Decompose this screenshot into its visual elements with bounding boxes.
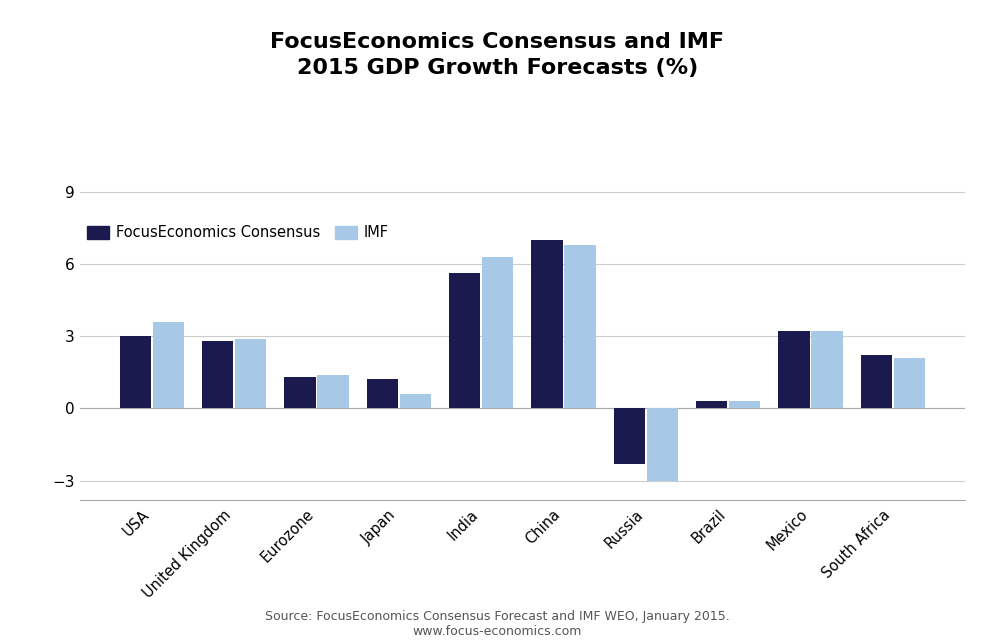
Bar	[729, 401, 759, 408]
Bar	[367, 379, 398, 408]
Bar	[777, 331, 809, 408]
Bar	[696, 401, 727, 408]
Text: FocusEconomics Consensus and IMF
2015 GDP Growth Forecasts (%): FocusEconomics Consensus and IMF 2015 GD…	[270, 32, 724, 78]
Bar	[893, 358, 924, 408]
Bar	[564, 245, 595, 408]
Bar	[481, 256, 513, 408]
Bar	[810, 331, 842, 408]
Bar	[119, 336, 151, 408]
Bar	[646, 408, 677, 481]
Bar	[284, 377, 315, 408]
Legend: FocusEconomics Consensus, IMF: FocusEconomics Consensus, IMF	[86, 225, 389, 240]
Bar	[613, 408, 644, 464]
Bar	[202, 341, 234, 408]
Bar	[448, 274, 480, 408]
Text: Source: FocusEconomics Consensus Forecast and IMF WEO, January 2015.
www.focus-e: Source: FocusEconomics Consensus Forecas…	[264, 610, 730, 638]
Bar	[860, 355, 891, 408]
Bar	[153, 322, 184, 408]
Bar	[400, 394, 430, 408]
Bar	[317, 375, 348, 408]
Bar	[531, 240, 563, 408]
Bar	[235, 338, 266, 408]
